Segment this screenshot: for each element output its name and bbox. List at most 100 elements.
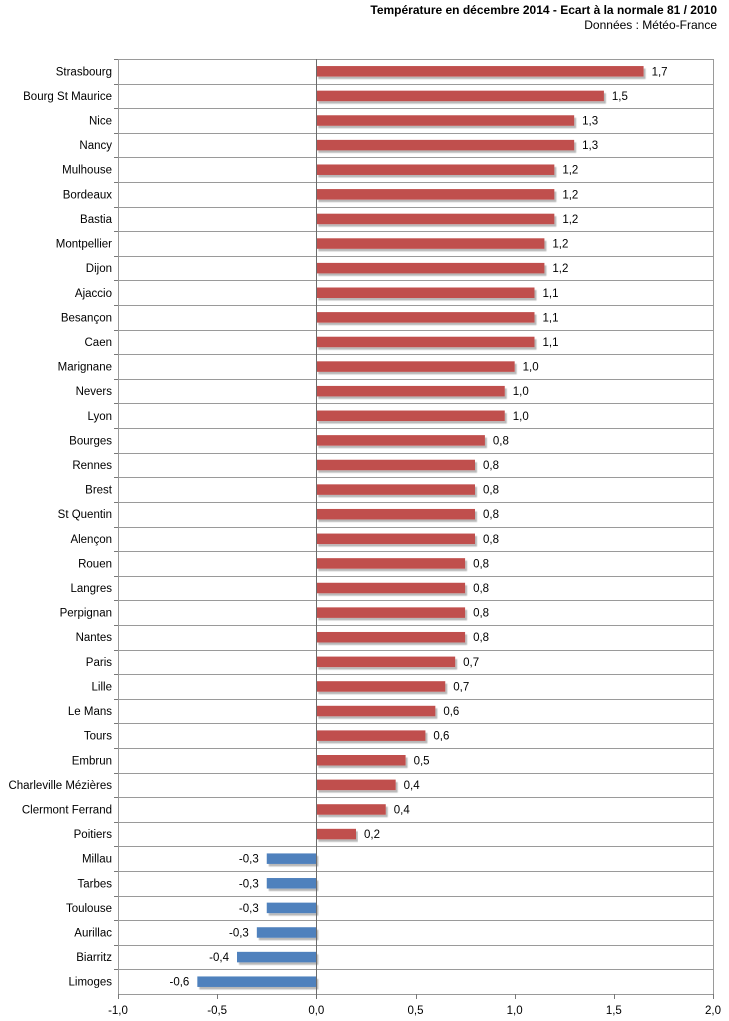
- x-tick-label: -1,0: [108, 1005, 128, 1017]
- category-label: Millau: [82, 854, 112, 866]
- data-label: -0,3: [239, 854, 259, 866]
- category-label: Le Mans: [68, 706, 112, 718]
- category-label: Bourg St Maurice: [23, 91, 112, 103]
- chart-title: Température en décembre 2014 - Ecart à l…: [370, 3, 717, 17]
- category-label: Bastia: [80, 214, 113, 226]
- data-label: 1,2: [562, 165, 578, 177]
- x-tick-label: 1,5: [606, 1005, 622, 1017]
- category-label: Rouen: [78, 558, 112, 570]
- category-label: Tarbes: [77, 878, 112, 890]
- data-label: 1,1: [543, 337, 559, 349]
- data-label: 0,8: [483, 509, 499, 521]
- data-label: 0,7: [463, 657, 479, 669]
- bar: [316, 164, 555, 175]
- bar: [316, 459, 475, 471]
- x-tick-label: 0,5: [408, 1005, 424, 1017]
- bar: [316, 312, 535, 323]
- category-label: Tours: [84, 731, 112, 743]
- bar: [316, 139, 575, 151]
- category-label: Mulhouse: [62, 165, 112, 177]
- category-label: Embrun: [72, 755, 112, 767]
- bar: [316, 361, 515, 372]
- category-label: Limoges: [69, 977, 113, 989]
- category-label: Toulouse: [66, 903, 112, 915]
- data-label: 1,2: [552, 239, 568, 251]
- x-tick-label: 0,0: [308, 1005, 324, 1017]
- category-label: Besançon: [61, 312, 112, 324]
- data-label: -0,3: [229, 927, 249, 939]
- bar: [316, 779, 396, 791]
- bar: [316, 631, 466, 643]
- bar: [316, 582, 466, 594]
- bar: [237, 951, 317, 963]
- category-label: Nancy: [79, 140, 112, 152]
- category-label: Biarritz: [76, 952, 112, 964]
- bar: [316, 533, 475, 545]
- data-label: 0,8: [483, 460, 499, 472]
- bar: [316, 705, 436, 717]
- bar: [316, 558, 466, 569]
- bar: [266, 878, 317, 889]
- bar: [316, 656, 456, 668]
- category-label: Perpignan: [60, 608, 112, 620]
- data-label: 0,7: [453, 681, 469, 693]
- bar: [316, 484, 475, 495]
- bar: [316, 607, 466, 618]
- category-label: Aurillac: [74, 927, 112, 939]
- bar: [316, 336, 535, 348]
- data-label: 1,7: [652, 66, 668, 78]
- bar: [316, 385, 505, 397]
- data-label: 1,2: [562, 189, 578, 201]
- category-label: Nice: [89, 116, 112, 128]
- category-label: Nantes: [76, 632, 113, 644]
- data-label: 0,5: [414, 755, 430, 767]
- category-label: Lyon: [87, 411, 112, 423]
- bar: [316, 213, 555, 225]
- category-label: Poitiers: [74, 829, 113, 841]
- data-label: 1,0: [513, 411, 529, 423]
- data-label: 0,8: [473, 608, 489, 620]
- bar: [316, 115, 575, 126]
- data-label: 0,6: [433, 731, 449, 743]
- data-label: 0,8: [493, 435, 509, 447]
- data-label: 0,6: [443, 706, 459, 718]
- bar: [256, 927, 317, 938]
- bar: [316, 410, 505, 422]
- bar: [316, 287, 535, 298]
- bar: [316, 66, 644, 77]
- bar: [316, 435, 485, 446]
- category-label: Strasbourg: [56, 66, 112, 78]
- data-label: -0,3: [239, 878, 259, 890]
- data-label: 1,2: [562, 214, 578, 226]
- data-label: 0,4: [404, 780, 421, 792]
- category-label: Paris: [86, 657, 112, 669]
- data-label: 1,5: [612, 91, 628, 103]
- category-label: Clermont Ferrand: [22, 804, 112, 816]
- x-tick-label: 1,0: [507, 1005, 523, 1017]
- bar: [316, 681, 446, 692]
- bar: [316, 90, 604, 102]
- category-label: Nevers: [76, 386, 113, 398]
- x-tick-label: -0,5: [207, 1005, 227, 1017]
- data-label: 0,2: [364, 829, 380, 841]
- data-label: 1,3: [582, 116, 598, 128]
- data-label: 0,8: [473, 583, 489, 595]
- category-label: Charleville Mézières: [8, 780, 112, 792]
- bar: [316, 755, 406, 766]
- category-label: Rennes: [72, 460, 112, 472]
- data-label: 0,8: [473, 632, 489, 644]
- bar: [316, 804, 386, 815]
- bar: [266, 902, 317, 914]
- category-label: Caen: [85, 337, 113, 349]
- bar: [316, 238, 545, 249]
- category-label: Lille: [92, 681, 112, 693]
- category-label: Dijon: [86, 263, 112, 275]
- bar: [316, 189, 555, 200]
- bar: [316, 262, 545, 274]
- category-label: Bordeaux: [63, 189, 112, 201]
- data-label: 1,1: [543, 312, 559, 324]
- data-label: -0,6: [170, 977, 190, 989]
- data-label: 0,4: [394, 804, 411, 816]
- data-label: 1,1: [543, 288, 559, 300]
